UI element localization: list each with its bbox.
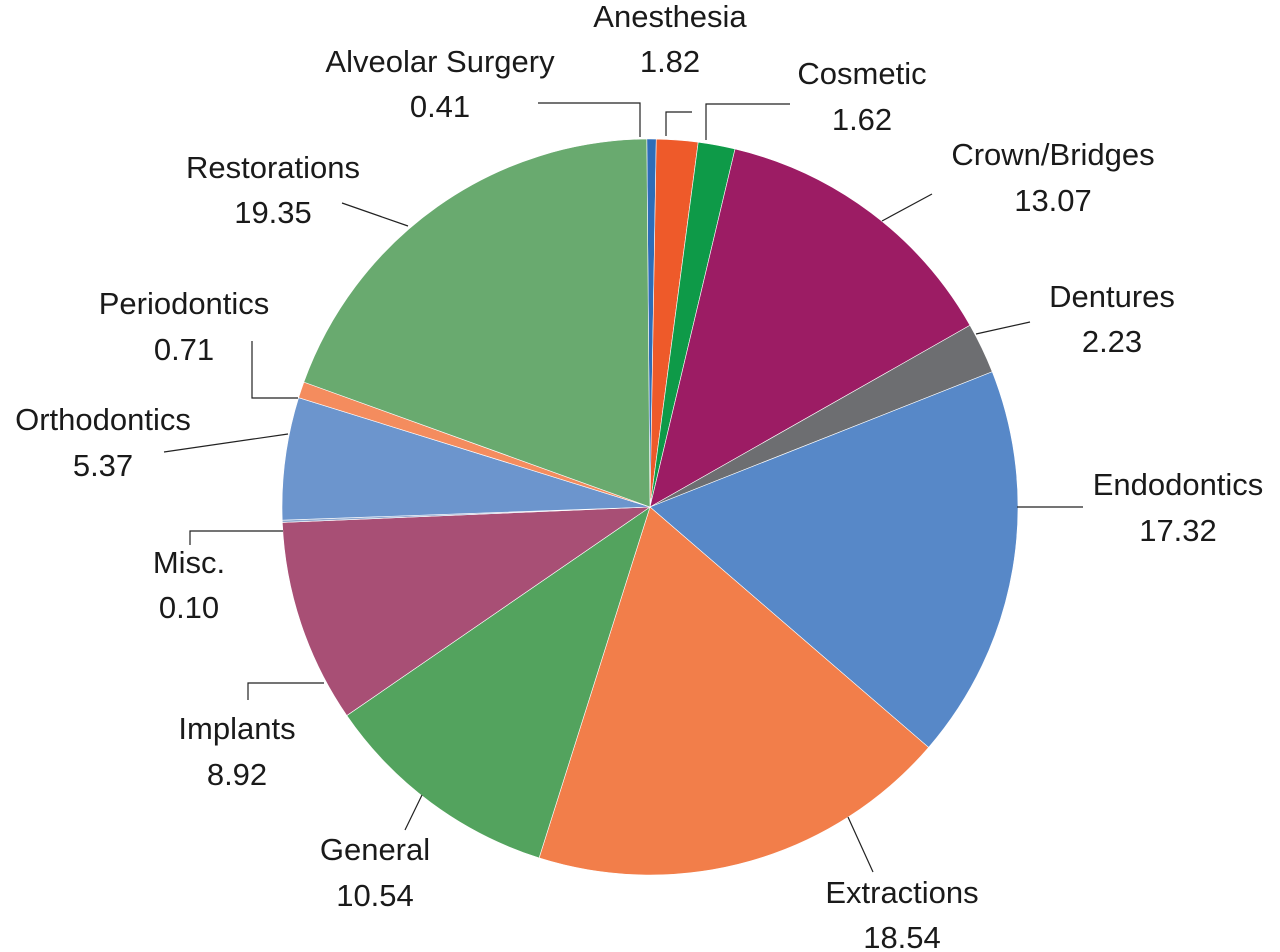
slice-value-misc: 0.10 bbox=[159, 590, 219, 625]
leader-line-cosmetic bbox=[705, 103, 790, 140]
leader-line-extractions bbox=[847, 816, 874, 873]
slice-value-endodontics: 17.32 bbox=[1139, 513, 1217, 548]
slice-value-crown-bridges: 13.07 bbox=[1014, 183, 1092, 218]
leader-line-periodontics bbox=[251, 341, 298, 399]
slice-label-implants: Implants bbox=[178, 711, 295, 746]
slice-value-periodontics: 0.71 bbox=[154, 332, 214, 367]
pie-slice-endodontics bbox=[649, 371, 1019, 748]
slice-label-restorations: Restorations bbox=[186, 150, 360, 185]
slice-value-extractions: 18.54 bbox=[863, 920, 941, 952]
slice-label-extractions: Extractions bbox=[825, 875, 978, 910]
slice-value-anesthesia: 1.82 bbox=[640, 44, 700, 79]
pie-slices bbox=[281, 138, 1019, 876]
leader-line-orthodontics bbox=[163, 433, 289, 453]
slice-label-alveolar-surgery: Alveolar Surgery bbox=[325, 44, 555, 79]
slice-label-misc: Misc. bbox=[153, 545, 225, 580]
leader-line-anesthesia bbox=[665, 111, 692, 136]
pie-slice-extractions bbox=[538, 506, 930, 876]
pie-slice-general bbox=[346, 506, 651, 859]
slice-value-restorations: 19.35 bbox=[234, 195, 312, 230]
slice-label-dentures: Dentures bbox=[1049, 279, 1175, 314]
leader-line-restorations bbox=[341, 202, 409, 227]
slice-value-alveolar-surgery: 0.41 bbox=[410, 89, 470, 124]
leader-line-implants bbox=[247, 682, 324, 700]
slice-value-general: 10.54 bbox=[336, 878, 414, 913]
slice-value-dentures: 2.23 bbox=[1082, 324, 1142, 359]
slice-value-cosmetic: 1.62 bbox=[832, 102, 892, 137]
slice-label-orthodontics: Orthodontics bbox=[15, 402, 191, 437]
slice-label-anesthesia: Anesthesia bbox=[593, 0, 747, 34]
slice-label-endodontics: Endodontics bbox=[1093, 467, 1264, 502]
slice-label-general: General bbox=[320, 832, 430, 867]
leader-line-crown-bridges bbox=[881, 193, 933, 222]
slice-label-periodontics: Periodontics bbox=[99, 286, 270, 321]
slice-labels: Alveolar Surgery 0.41 Anesthesia 1.82 Cosmet… bbox=[15, 0, 1263, 952]
leader-line-general bbox=[404, 794, 423, 831]
pie-slice-implants bbox=[282, 506, 652, 716]
slice-value-implants: 8.92 bbox=[207, 757, 267, 792]
leader-lines bbox=[163, 102, 1083, 873]
leader-line-alveolar-surgery bbox=[538, 102, 641, 137]
slice-label-cosmetic: Cosmetic bbox=[797, 56, 926, 91]
leader-line-dentures bbox=[975, 321, 1031, 335]
leader-line-misc bbox=[189, 530, 283, 545]
slice-label-crown-bridges: Crown/Bridges bbox=[951, 137, 1154, 172]
pie-slice-crown-bridges bbox=[649, 148, 971, 508]
pie-slice-restorations bbox=[303, 138, 651, 508]
slice-value-orthodontics: 5.37 bbox=[73, 448, 133, 483]
